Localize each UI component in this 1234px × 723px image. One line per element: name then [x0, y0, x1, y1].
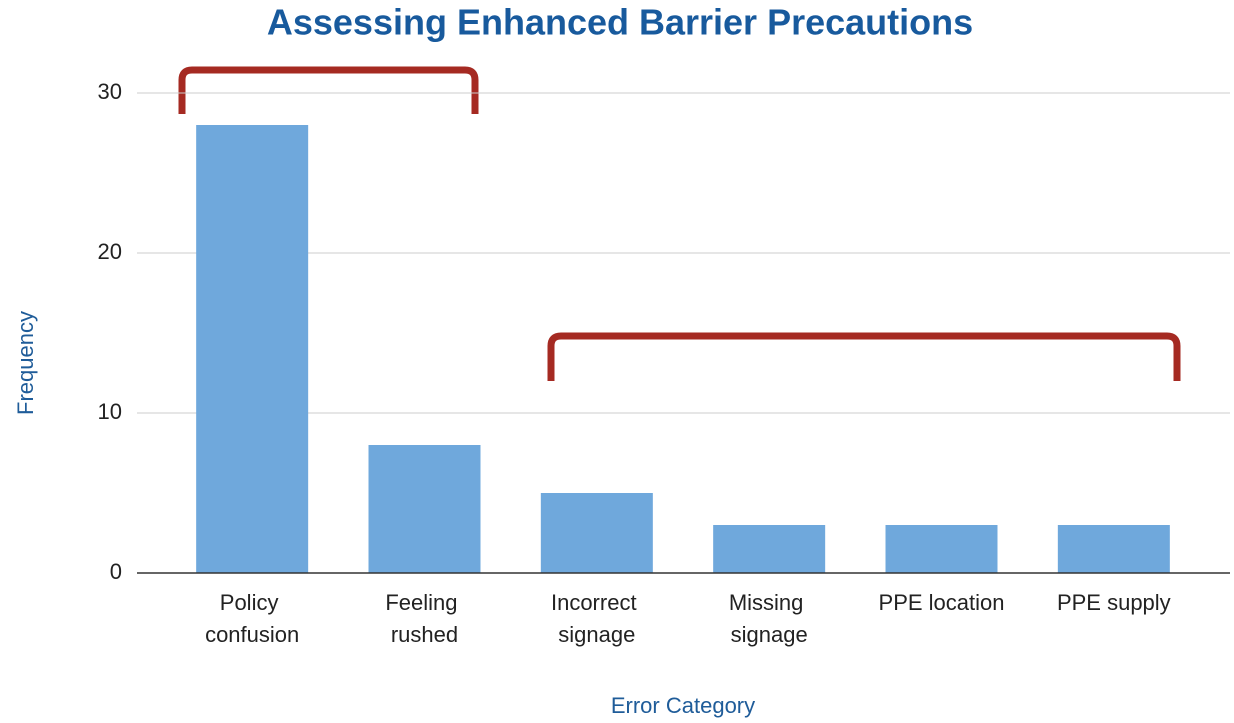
chart-title: Assessing Enhanced Barrier Precautions [267, 2, 973, 43]
y-axis-title: Frequency [13, 311, 38, 415]
y-tick-label: 0 [110, 559, 122, 584]
x-tick-label: PPE supply [1057, 590, 1171, 615]
bar [885, 525, 998, 573]
bracket [547, 332, 1181, 381]
x-tick-label: Missing signage [729, 590, 810, 647]
bar [713, 525, 826, 573]
bar [196, 125, 309, 573]
x-tick-label: PPE location [879, 590, 1005, 615]
y-tick-label: 20 [98, 239, 122, 264]
y-tick-label: 30 [98, 79, 122, 104]
x-axis-title: Error Category [611, 693, 755, 718]
bracket [178, 66, 479, 114]
x-tick-label: Incorrect signage [551, 590, 643, 647]
bar [368, 445, 481, 573]
y-tick-label: 10 [98, 399, 122, 424]
x-tick-label: Policy confusion [205, 590, 299, 647]
x-tick-label: Feeling rushed [385, 590, 463, 647]
bar [1057, 525, 1170, 573]
bar [540, 493, 653, 573]
